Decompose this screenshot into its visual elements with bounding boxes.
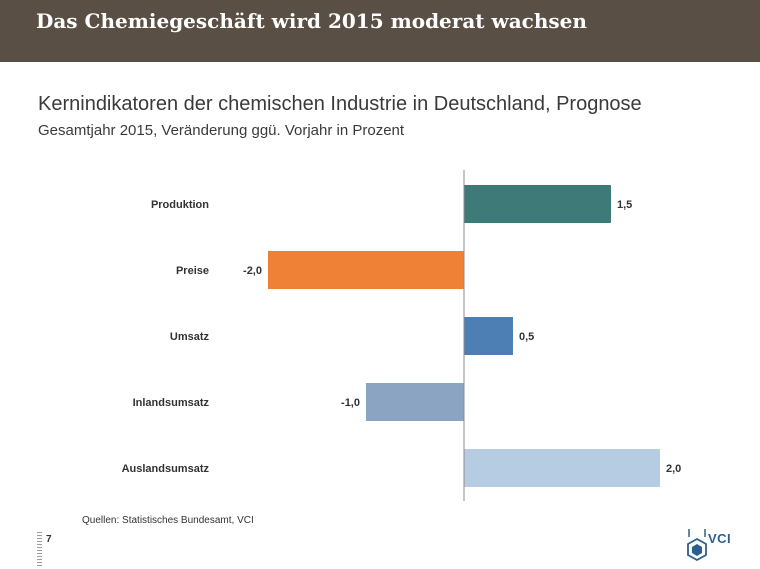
category-label-inlandsumsatz: Inlandsumsatz [133,397,210,409]
value-label-auslandsumsatz: 2,0 [666,463,681,475]
bar-preise [268,251,464,289]
source-note: Quellen: Statistisches Bundesamt, VCI [82,515,254,526]
category-label-produktion: Produktion [151,199,209,211]
value-label-inlandsumsatz: -1,0 [341,397,360,409]
category-label-umsatz: Umsatz [170,331,210,343]
category-label-preise: Preise [176,265,209,277]
title-banner: Das Chemiegeschäft wird 2015 moderat wac… [0,0,760,62]
page-marker [37,532,42,566]
value-label-preise: -2,0 [243,265,262,277]
hexagon-icon [687,529,707,562]
category-label-auslandsumsatz: Auslandsumsatz [122,463,210,475]
logo-text: VCI [708,531,732,546]
chart-subtitle: Gesamtjahr 2015, Veränderung ggü. Vorjah… [38,122,405,139]
banner-title: Das Chemiegeschäft wird 2015 moderat wac… [36,9,587,33]
bar-produktion [464,185,611,223]
vci-logo: VCI [685,529,745,565]
value-label-produktion: 1,5 [617,199,632,211]
bar-auslandsumsatz [464,449,660,487]
value-label-umsatz: 0,5 [519,331,534,343]
chart-title: Kernindikatoren der chemischen Industrie… [38,93,642,115]
bar-inlandsumsatz [366,383,464,421]
page-number: 7 [46,534,52,545]
bar-umsatz [464,317,513,355]
